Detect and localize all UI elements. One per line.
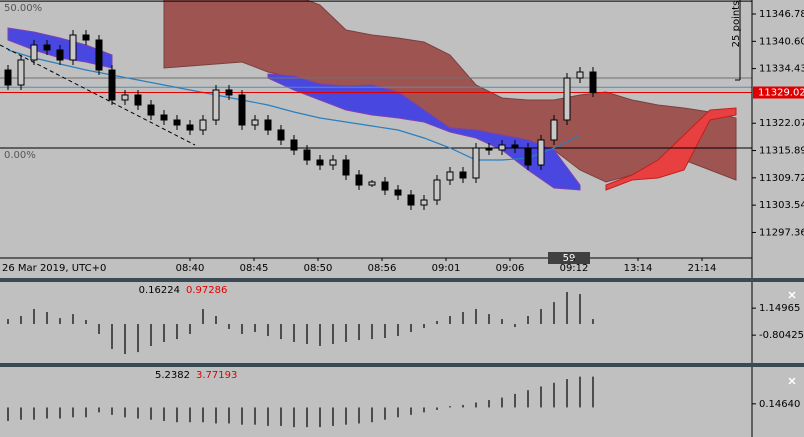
candle-body — [407, 194, 415, 206]
candle-body — [433, 179, 441, 201]
candle-body — [524, 147, 532, 166]
candle-body — [303, 149, 311, 161]
candle-body — [251, 119, 259, 126]
indicator-readout: 0.16224 — [139, 285, 180, 296]
x-tick-label: 08:40 — [176, 263, 205, 274]
candle-body — [147, 104, 155, 116]
candle-body — [485, 147, 493, 151]
main-panel: 50.00% 0.00% — [0, 0, 752, 210]
candle-body — [368, 181, 376, 186]
x-tick-label: 08:50 — [304, 263, 333, 274]
candle-body — [550, 119, 558, 141]
timer-box — [548, 252, 590, 264]
y-tick-label: 0.14640 — [759, 399, 800, 410]
candle-body — [238, 94, 246, 126]
candle-body — [472, 147, 480, 179]
y-tick-label: 11346.78 — [759, 9, 804, 20]
candle-body — [563, 77, 571, 121]
cloud — [605, 107, 737, 191]
candle-body — [498, 144, 506, 151]
candle-body — [43, 44, 51, 51]
x-tick-label: 09:01 — [432, 263, 461, 274]
x-tick-label: 09:12 — [560, 263, 589, 274]
candle-body — [186, 124, 194, 131]
y-tick-label: 11297.36 — [759, 227, 804, 238]
close-icon[interactable] — [788, 291, 796, 299]
candle-body — [108, 69, 116, 101]
candle-body — [173, 119, 181, 126]
candle-body — [589, 71, 597, 94]
y-tick-label: 1.14965 — [759, 303, 800, 314]
candle-body — [134, 94, 142, 106]
candle-body — [264, 119, 272, 131]
candle-body — [30, 44, 38, 61]
candle-body — [4, 69, 12, 86]
y-tick-label: -0.80425 — [759, 330, 804, 341]
indicator-line — [7, 49, 581, 161]
candle-body — [121, 94, 129, 101]
candle-body — [277, 129, 285, 141]
y-tick-label: 11322.07 — [759, 118, 804, 129]
candle-body — [381, 181, 389, 191]
candle-body — [160, 114, 168, 121]
x-tick-label: 08:45 — [240, 263, 269, 274]
candle-body — [316, 159, 324, 166]
x-tick-label: 13:14 — [624, 263, 653, 274]
timer-label: 59 — [563, 253, 576, 264]
y-tick-label: 11340.60 — [759, 36, 804, 47]
candle-body — [82, 34, 90, 41]
indicator-readout: 0.97286 — [186, 285, 227, 296]
y-tick-label: 11315.89 — [759, 146, 804, 157]
candle-body — [446, 171, 454, 181]
candle-body — [537, 139, 545, 166]
x-tick-label: 21:14 — [688, 263, 717, 274]
current-price-tag — [753, 86, 804, 99]
date-label: 26 Mar 2019, UTC+0 — [2, 263, 106, 274]
candle-body — [459, 171, 467, 179]
indicator-readout: 5.2382 — [155, 370, 190, 381]
panel-separator — [0, 278, 804, 282]
x-tick-label: 08:56 — [368, 263, 397, 274]
candle-body — [511, 144, 519, 149]
close-icon[interactable] — [788, 377, 796, 385]
x-tick-label: 09:06 — [496, 263, 525, 274]
candle-body — [329, 159, 337, 166]
fib-label: 50.00% — [4, 3, 42, 14]
candle-body — [199, 119, 207, 131]
y-tick-label: 11303.54 — [759, 200, 804, 211]
candle-body — [420, 199, 428, 206]
candle-body — [17, 59, 25, 86]
y-tick-label: 11334.43 — [759, 64, 804, 75]
candle-body — [56, 49, 64, 61]
candle-body — [69, 34, 77, 61]
y-tick-label: 11309.72 — [759, 173, 804, 184]
candle-body — [394, 189, 402, 196]
candle-body — [576, 71, 584, 79]
candle-body — [342, 159, 350, 176]
panel-separator — [0, 363, 804, 367]
current-price-label: 11329.02 — [758, 88, 804, 99]
candle-body — [225, 89, 233, 96]
fib-label: 0.00% — [4, 150, 36, 161]
candle-body — [212, 89, 220, 121]
trend-line — [0, 44, 196, 146]
indicator-readout: 3.77193 — [196, 370, 237, 381]
candle-body — [290, 139, 298, 151]
range-note: 25 points — [731, 1, 742, 48]
candle-body — [95, 39, 103, 71]
candle-body — [355, 174, 363, 186]
